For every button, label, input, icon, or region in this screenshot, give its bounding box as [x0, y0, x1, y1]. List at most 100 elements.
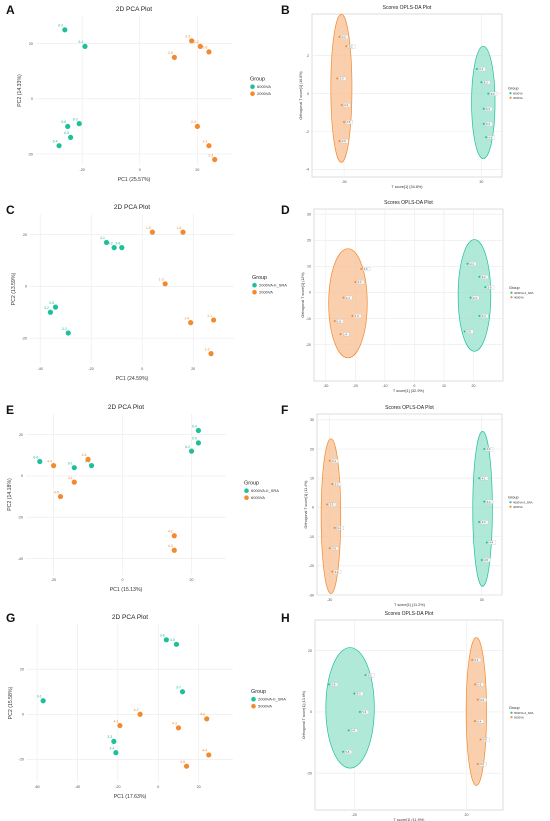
legend-entry: 2000VA [259, 290, 273, 295]
data-point [473, 720, 476, 723]
legend-entry: 5000VA [514, 716, 524, 720]
point-label: 6-2 [484, 80, 488, 84]
point-label-box [341, 34, 349, 39]
point-label: 2-4 [344, 103, 348, 107]
data-point [331, 570, 334, 573]
point-label: 1-4 [184, 316, 189, 320]
point-label: 1-3 [159, 278, 164, 282]
point-label-box [483, 80, 491, 85]
data-point [103, 239, 110, 246]
data-point [211, 317, 217, 323]
panel-d: D Scores OPLS-DA Plot -30 -20 -10 0 10 20 -20 -10… [281, 200, 534, 393]
point-label: 2-2 [482, 275, 486, 279]
x-tick-label: 0 [141, 367, 143, 371]
data-point [353, 692, 356, 695]
legend-entry: 4000VA-II_SRA [514, 291, 534, 295]
point-label: 6-4 [192, 424, 197, 428]
data-point [333, 320, 336, 323]
data-point [484, 286, 487, 289]
point-label: 3-1 [332, 459, 336, 463]
y-tick-label: -20 [307, 772, 312, 776]
point-label-box [488, 540, 496, 545]
data-point [197, 43, 203, 49]
data-point [40, 698, 46, 704]
point-label: 3-4 [109, 746, 114, 750]
y-axis-label: Orthogonal T score[1] (11.4%) [304, 481, 308, 529]
point-label: 1-6 [337, 319, 341, 323]
chart-title: 2D PCA Plot [114, 204, 150, 211]
point-label: 3-1 [100, 236, 105, 240]
point-label: 2-2 [194, 40, 199, 44]
x-tick-label: 0 [139, 168, 141, 172]
point-label: 3-5 [332, 546, 336, 550]
data-point [339, 333, 342, 336]
legend-entry: 4000VA [514, 296, 524, 300]
data-point [483, 500, 486, 503]
confidence-ellipse [472, 431, 493, 587]
panel-c: C 2D PCA Plot -40 -20 0 20 -20 0 20 PC1 (24.59%) P… [6, 203, 287, 382]
data-point [483, 448, 486, 451]
x-tick-label: 0 [157, 785, 159, 789]
point-label: 6-1 [68, 461, 73, 465]
legend-swatch [250, 91, 255, 96]
point-label-box [483, 558, 491, 563]
data-point [195, 440, 202, 446]
point-label: 6-6 [33, 455, 38, 459]
y-tick-label: 30 [307, 213, 311, 217]
point-label: 6-3 [486, 107, 490, 111]
x-axis-label: T score[1] (11.9%) [394, 818, 426, 821]
point-label: 5-4 [351, 729, 355, 733]
point-label: 1-5 [146, 226, 151, 230]
panel-g: G 2D PCA Plot -60 -40 -20 0 20 -20 0 20 PC1 (17.63… [6, 611, 286, 800]
point-label: 1-2 [205, 347, 210, 351]
point-label-box [482, 737, 490, 742]
y-tick-label: -10 [309, 535, 314, 539]
point-label-box [476, 682, 484, 687]
data-point [338, 35, 341, 38]
legend-entry: 4000VA [513, 505, 523, 509]
point-label: 6-4 [486, 122, 490, 126]
point-label-box [331, 546, 339, 551]
data-point [343, 121, 346, 124]
x-tick-label: 30 [479, 180, 483, 184]
y-tick-label: 0 [307, 92, 309, 96]
legend-entry: 6000VA [513, 92, 523, 96]
point-label-box [485, 122, 493, 127]
y-tick-label: -30 [309, 593, 314, 597]
point-label: 1-3 [355, 314, 359, 318]
panel-f: F Scores OPLS-DA Plot -30 30 -30 -20 -10 0 10 20 3… [281, 403, 533, 607]
y-tick-label: 20 [23, 233, 27, 237]
point-label-box [344, 750, 353, 754]
y-tick-label: -20 [18, 516, 23, 520]
data-point [328, 683, 331, 686]
y-tick-label: 20 [19, 433, 23, 437]
point-label: 5-2 [357, 692, 361, 696]
data-point [208, 351, 214, 357]
point-label: 4-6 [487, 447, 491, 451]
x-tick-label: 20 [191, 367, 195, 371]
point-label: 6-5 [491, 92, 495, 96]
point-label: 2-3 [208, 153, 213, 157]
x-tick-label: 20 [190, 578, 194, 582]
data-point [480, 81, 483, 84]
point-label: 1-2 [346, 296, 350, 300]
x-tick-label: -40 [75, 785, 80, 789]
point-label-box [479, 697, 487, 702]
data-point [480, 558, 483, 561]
point-label-box [485, 447, 494, 452]
data-point [347, 729, 350, 732]
legend-title: Group [252, 275, 267, 281]
legend-swatch [244, 488, 249, 494]
point-label: 2-6 [488, 285, 492, 289]
y-tick-label: -10 [306, 317, 311, 321]
data-point [188, 320, 194, 326]
point-label: 4-3 [168, 544, 173, 548]
point-label: 4-6 [82, 453, 87, 457]
y-tick-label: -20 [306, 343, 311, 347]
data-point [62, 27, 68, 33]
data-point [478, 275, 481, 278]
legend-swatch [510, 716, 513, 719]
data-point [37, 458, 43, 465]
point-label-box [481, 275, 489, 279]
point-label: 6-3 [480, 698, 484, 702]
